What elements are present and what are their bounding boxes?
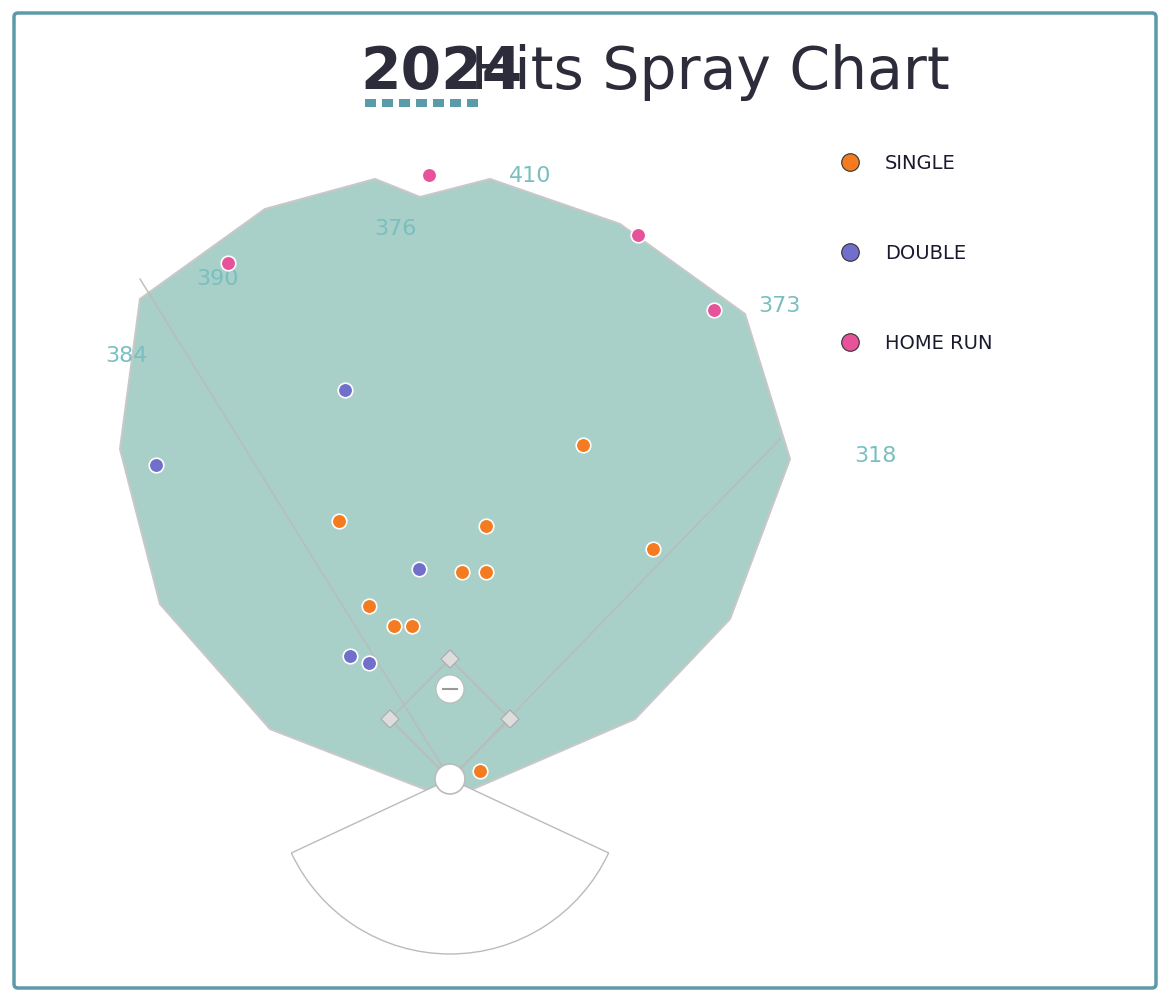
Bar [381,100,393,108]
Wedge shape [291,780,608,954]
Text: HOME RUN: HOME RUN [885,334,992,352]
Text: Hits Spray Chart: Hits Spray Chart [452,43,950,100]
Point [840,335,859,351]
Point [644,541,662,557]
Polygon shape [441,650,459,668]
Point [330,513,349,529]
Point [476,564,495,580]
Point [340,648,359,664]
Point [470,764,489,780]
Point [146,458,165,474]
Bar [467,100,479,108]
Polygon shape [121,179,790,800]
Point [385,618,404,634]
Point [453,564,472,580]
Point [410,561,428,577]
Text: DOUBLE: DOUBLE [885,243,966,263]
Point [359,655,378,671]
Point [402,618,421,634]
Bar [433,100,443,108]
Bar [417,100,427,108]
Point [359,598,378,614]
Text: 2024: 2024 [360,43,522,100]
Point [628,227,647,243]
Bar [399,100,410,108]
Text: SINGLE: SINGLE [885,153,956,172]
Point [336,383,355,399]
Bar [365,100,376,108]
Point [840,244,859,261]
Point [704,303,723,319]
Text: 373: 373 [758,296,800,316]
Polygon shape [501,710,519,728]
Point [840,155,859,171]
Text: 376: 376 [374,218,417,238]
Point [573,438,592,454]
Bar [450,100,461,108]
Circle shape [436,675,464,703]
Point [476,518,495,534]
Text: 390: 390 [197,269,239,289]
Text: 410: 410 [509,165,551,185]
Point [219,256,238,272]
Point [420,167,439,183]
Polygon shape [381,710,399,728]
FancyBboxPatch shape [14,14,1156,988]
Circle shape [435,765,464,795]
Text: 318: 318 [854,446,896,466]
Text: 384: 384 [105,346,147,366]
